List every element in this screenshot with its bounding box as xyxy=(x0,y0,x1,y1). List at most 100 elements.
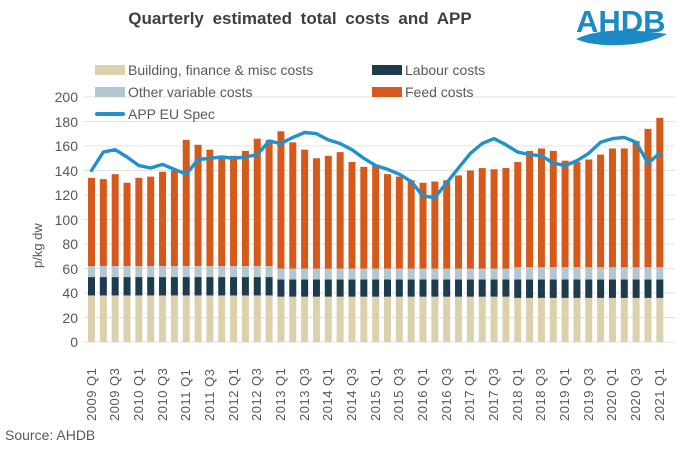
bar-segment xyxy=(656,117,664,268)
bar-segment xyxy=(419,182,427,269)
bar-segment xyxy=(88,177,95,267)
bar-segment xyxy=(147,295,155,342)
bar-segment xyxy=(466,268,474,280)
legend-label: APP EU Spec xyxy=(128,106,215,122)
bar-segment xyxy=(170,266,178,278)
bar-segment xyxy=(159,295,167,342)
bar-segment xyxy=(549,150,557,268)
bar-segment xyxy=(312,279,320,297)
bar-segment xyxy=(620,148,628,268)
y-tick-label: 140 xyxy=(54,162,78,179)
bar-segment xyxy=(549,279,557,298)
bar-segment xyxy=(632,141,640,268)
bar-segment xyxy=(644,267,652,280)
bar-segment xyxy=(265,295,273,342)
y-tick-label: 160 xyxy=(54,138,78,154)
bar-segment xyxy=(123,277,131,296)
bar-segment xyxy=(585,159,593,268)
y-tick-label: 100 xyxy=(54,211,78,228)
bar-segment xyxy=(561,160,569,268)
x-tick-label: 2014 Q3 xyxy=(343,367,359,421)
bar-segment xyxy=(135,266,143,278)
bar-segment xyxy=(218,266,226,278)
bar-segment xyxy=(253,277,261,296)
app-line-swatch-icon xyxy=(95,112,125,116)
bar-segment xyxy=(384,296,391,343)
bar-segment xyxy=(490,268,498,280)
bar-segment xyxy=(99,277,107,296)
bar-segment xyxy=(656,279,664,298)
bar-segment xyxy=(466,279,474,297)
x-tick-label: 2013 Q1 xyxy=(272,367,288,421)
bar-segment xyxy=(632,297,640,342)
bar-segment xyxy=(585,297,593,342)
bar-segment xyxy=(265,139,273,267)
x-tick-label: 2012 Q3 xyxy=(249,367,265,421)
bar-segment xyxy=(597,267,605,280)
bar-segment xyxy=(336,296,344,343)
legend: Building, finance & misc costs Labour co… xyxy=(95,59,670,125)
bar-segment xyxy=(514,297,522,342)
bar-segment xyxy=(573,297,581,342)
bar-segment xyxy=(537,297,545,342)
other-variable-costs-swatch-icon xyxy=(95,87,125,97)
bar-segment xyxy=(466,170,474,269)
bar-segment xyxy=(159,266,167,278)
bar-segment xyxy=(455,279,463,297)
bar-segment xyxy=(194,295,202,342)
y-tick-label: 20 xyxy=(62,309,78,326)
x-tick-label: 2010 Q3 xyxy=(154,367,170,421)
bar-segment xyxy=(289,279,297,297)
bar-segment xyxy=(123,182,131,267)
bar-segment xyxy=(419,296,427,343)
bar-segment xyxy=(490,296,498,343)
bar-segment xyxy=(478,268,486,280)
bar-segment xyxy=(443,268,451,280)
x-tick-label: 2009 Q3 xyxy=(107,367,123,421)
bar-segment xyxy=(194,277,202,296)
x-tick-label: 2009 Q1 xyxy=(83,367,99,421)
bar-segment xyxy=(443,279,451,297)
feed-costs-swatch-icon xyxy=(372,87,402,97)
x-tick-label: 2015 Q1 xyxy=(367,367,383,421)
x-tick-label: 2020 Q3 xyxy=(628,367,644,421)
ahdb-logo: AHDB xyxy=(576,4,667,46)
bar-segment xyxy=(289,142,297,269)
bar-segment xyxy=(537,279,545,298)
bar-segment xyxy=(502,296,510,343)
bar-segment xyxy=(455,296,463,343)
bar-segment xyxy=(431,296,439,343)
bar-segment xyxy=(289,296,297,343)
bar-segment xyxy=(372,296,380,343)
bar-segment xyxy=(478,279,486,297)
x-tick-label: 2021 Q1 xyxy=(651,367,667,421)
bar-segment xyxy=(289,268,297,280)
bar-segment xyxy=(159,171,167,267)
bar-segment xyxy=(466,296,474,343)
legend-label: Feed costs xyxy=(405,84,474,100)
bar-segment xyxy=(360,279,368,297)
bar-segment xyxy=(526,297,534,342)
bar-segment xyxy=(111,277,119,296)
bar-segment xyxy=(99,295,107,342)
bar-segment xyxy=(644,279,652,298)
bar-segment xyxy=(561,279,569,298)
bar-segment xyxy=(407,296,415,343)
y-tick-label: 200 xyxy=(54,89,78,105)
legend-item-app-eu-spec: APP EU Spec xyxy=(95,103,372,125)
x-tick-label: 2013 Q3 xyxy=(296,367,312,421)
bar-segment xyxy=(324,268,332,280)
bar-segment xyxy=(455,268,463,280)
bar-segment xyxy=(277,131,285,269)
bar-segment xyxy=(336,152,344,269)
bar-segment xyxy=(608,279,616,298)
bar-segment xyxy=(656,297,664,342)
y-tick-label: 180 xyxy=(54,113,78,130)
bar-segment xyxy=(490,169,498,269)
bar-segment xyxy=(455,175,463,269)
ahdb-logo-wave-icon xyxy=(576,30,667,46)
bar-segment xyxy=(312,268,320,280)
y-tick-label: 0 xyxy=(70,334,78,350)
bar-segment xyxy=(620,267,628,280)
bar-segment xyxy=(443,180,451,269)
